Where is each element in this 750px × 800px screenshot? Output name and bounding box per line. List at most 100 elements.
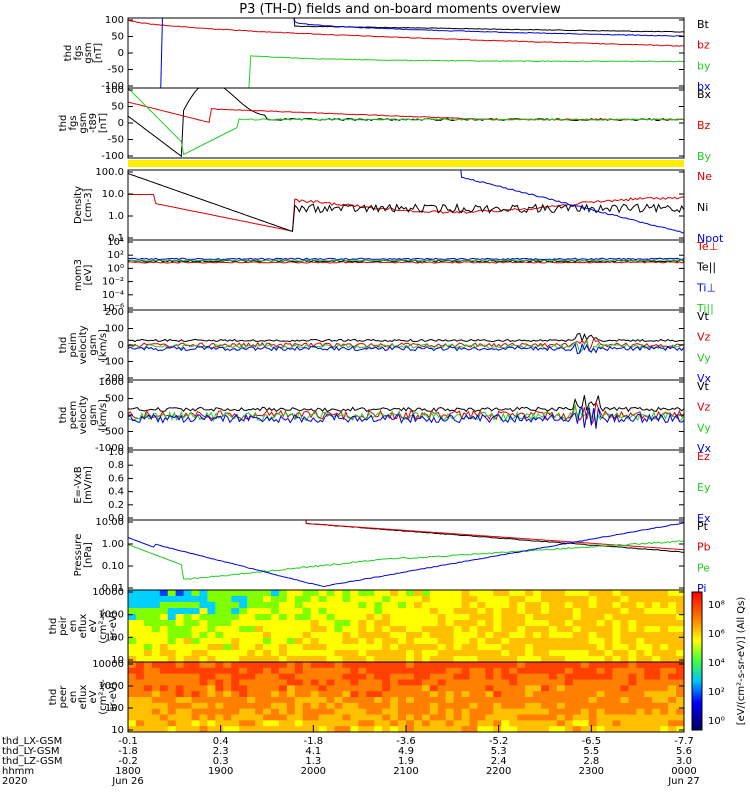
spectrogram-cell	[636, 691, 645, 698]
y-axis-label: peim	[68, 332, 79, 357]
spectrogram-cell	[509, 650, 518, 657]
spectrogram-cell	[239, 708, 248, 715]
spectrogram-cell	[199, 602, 208, 609]
spectrogram-cell	[239, 626, 248, 633]
spectrogram-cell	[175, 638, 185, 645]
spectrogram-cell	[612, 608, 621, 615]
spectrogram-cell	[588, 720, 598, 727]
spectrogram-cell	[270, 720, 280, 727]
spectrogram-cell	[358, 714, 367, 721]
spectrogram-cell	[676, 614, 684, 621]
spectrogram-cell	[151, 626, 161, 633]
spectrogram-cell	[660, 697, 669, 704]
ytick-label: 0.0	[108, 513, 124, 524]
spectrogram-cell	[509, 685, 518, 692]
spectrogram-cell	[390, 626, 399, 633]
spectrogram-cell	[231, 685, 240, 692]
spectrogram-cell	[223, 608, 232, 615]
spectrogram-cell	[620, 644, 629, 651]
spectrogram-cell	[199, 691, 208, 698]
spectrogram-cell	[413, 685, 423, 692]
spectrogram-cell	[612, 697, 621, 704]
spectrogram-cell	[191, 608, 200, 615]
spectrogram-cell	[247, 608, 256, 615]
spectrogram-cell	[175, 708, 185, 715]
y-axis-label: (cm²-s-	[98, 679, 109, 715]
spectrogram-cell	[525, 673, 534, 680]
spectrogram-cell	[429, 720, 439, 727]
spectrogram-cell	[620, 626, 629, 633]
spectrogram-cell	[247, 720, 256, 727]
spectrogram-cell	[533, 590, 542, 597]
ytick-label: 200	[105, 307, 124, 318]
spectrogram-cell	[382, 614, 391, 621]
spectrogram-cell	[612, 626, 621, 633]
spectrogram-cell	[263, 602, 272, 609]
legend-Ez: Ez	[697, 450, 710, 463]
spectrogram-cell	[135, 602, 145, 609]
spectrogram-cell	[302, 656, 312, 662]
spectrogram-cell	[421, 691, 431, 698]
spectrogram-cell	[286, 602, 296, 609]
spectrogram-cell	[175, 702, 185, 710]
spectrogram-cell	[604, 620, 614, 627]
ytick-label: 1000	[99, 610, 124, 621]
spectrogram-cell	[358, 602, 367, 609]
spectrogram-cell	[286, 608, 296, 615]
legend-Bx: Bx	[697, 88, 712, 101]
spectrogram-cell	[525, 702, 534, 710]
spectrogram-cell	[159, 691, 169, 698]
spectrogram-cell	[445, 702, 455, 710]
spectrogram-cell	[636, 667, 645, 675]
spectrogram-cell	[517, 702, 526, 710]
spectrogram-cell	[310, 638, 320, 645]
spectrogram-cell	[135, 632, 145, 639]
spectrogram-cell	[517, 608, 526, 615]
spectrogram-cell	[255, 650, 264, 657]
spectrogram-cell	[429, 714, 439, 721]
spectrogram-cell	[517, 620, 526, 627]
series-line-Pe	[128, 539, 684, 580]
spectrogram-cell	[207, 685, 216, 692]
spectrogram-cell	[660, 608, 669, 615]
spectrogram-cell	[541, 720, 550, 727]
spectrogram-cell	[509, 638, 518, 645]
spectrogram-cell	[390, 656, 399, 662]
spectrogram-cell	[286, 644, 296, 651]
spectrogram-cell	[477, 596, 486, 603]
spectrogram-cell	[223, 726, 232, 732]
spectrogram-cell	[421, 726, 431, 732]
spectrogram-cell	[493, 620, 502, 627]
spectrogram-cell	[390, 708, 399, 715]
spectrogram-cell	[294, 596, 304, 603]
spectrogram-cell	[207, 614, 216, 621]
xaxis-row-label: thd_LX-GSM	[2, 736, 62, 747]
spectrogram-cell	[485, 679, 494, 686]
spectrogram-cell	[556, 673, 566, 680]
spectrogram-cell	[247, 632, 256, 639]
spectrogram-cell	[644, 596, 653, 603]
spectrogram-cell	[429, 596, 439, 603]
spectrogram-cell	[541, 644, 550, 651]
spectrogram-cell	[135, 596, 145, 603]
spectrogram-cell	[278, 714, 288, 721]
xaxis-value: 0.3	[213, 756, 229, 767]
spectrogram-cell	[128, 638, 137, 645]
spectrogram-cell	[231, 632, 240, 639]
spectrogram-cell	[421, 638, 431, 645]
spectrogram-cell	[445, 644, 455, 651]
spectrogram-cell	[596, 644, 606, 651]
spectrogram-cell	[493, 602, 502, 609]
spectrogram-cell	[620, 650, 629, 657]
ytick-label: 10⁴	[107, 237, 124, 248]
spectrogram-cell	[612, 691, 621, 698]
spectrogram-cell	[302, 650, 312, 657]
spectrogram-cell	[485, 720, 494, 727]
spectrogram-cell	[501, 590, 510, 597]
spectrogram-cell	[429, 620, 439, 627]
spectrogram-cell	[151, 662, 161, 669]
spectrogram-cell	[151, 650, 161, 657]
y-axis-label: thd	[58, 407, 69, 424]
spectrogram-cell	[541, 590, 550, 597]
